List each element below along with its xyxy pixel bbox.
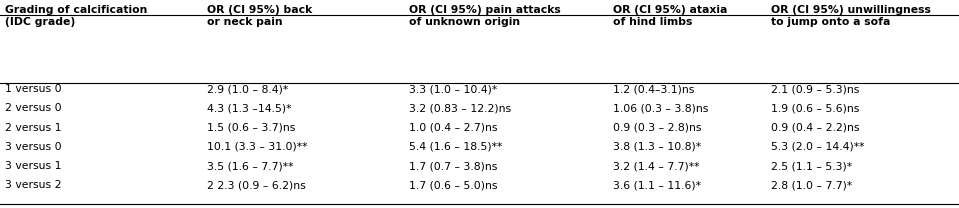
Text: 0.9 (0.3 – 2.8)ns: 0.9 (0.3 – 2.8)ns	[613, 123, 701, 133]
Text: 2 2.3 (0.9 – 6.2)ns: 2 2.3 (0.9 – 6.2)ns	[207, 180, 306, 191]
Text: Grading of calcification
(IDC grade): Grading of calcification (IDC grade)	[5, 5, 147, 27]
Text: 3 versus 0: 3 versus 0	[5, 142, 61, 152]
Text: 3 versus 1: 3 versus 1	[5, 161, 61, 171]
Text: OR (CI 95%) back
or neck pain: OR (CI 95%) back or neck pain	[207, 5, 313, 27]
Text: 3.6 (1.1 – 11.6)*: 3.6 (1.1 – 11.6)*	[613, 180, 701, 191]
Text: 5.3 (2.0 – 14.4)**: 5.3 (2.0 – 14.4)**	[771, 142, 864, 152]
Text: 1.2 (0.4–3.1)ns: 1.2 (0.4–3.1)ns	[613, 84, 694, 94]
Text: 2.9 (1.0 – 8.4)*: 2.9 (1.0 – 8.4)*	[207, 84, 289, 94]
Text: 2 versus 1: 2 versus 1	[5, 123, 61, 133]
Text: 1.9 (0.6 – 5.6)ns: 1.9 (0.6 – 5.6)ns	[771, 104, 859, 114]
Text: 2.8 (1.0 – 7.7)*: 2.8 (1.0 – 7.7)*	[771, 180, 853, 191]
Text: 3 versus 2: 3 versus 2	[5, 180, 61, 191]
Text: 2 versus 0: 2 versus 0	[5, 104, 61, 114]
Text: 1.7 (0.7 – 3.8)ns: 1.7 (0.7 – 3.8)ns	[409, 161, 497, 171]
Text: 3.8 (1.3 – 10.8)*: 3.8 (1.3 – 10.8)*	[613, 142, 701, 152]
Text: 1 versus 0: 1 versus 0	[5, 84, 61, 94]
Text: 1.5 (0.6 – 3.7)ns: 1.5 (0.6 – 3.7)ns	[207, 123, 295, 133]
Text: 3.5 (1.6 – 7.7)**: 3.5 (1.6 – 7.7)**	[207, 161, 293, 171]
Text: 4.3 (1.3 –14.5)*: 4.3 (1.3 –14.5)*	[207, 104, 292, 114]
Text: 1.0 (0.4 – 2.7)ns: 1.0 (0.4 – 2.7)ns	[409, 123, 497, 133]
Text: 2.1 (0.9 – 5.3)ns: 2.1 (0.9 – 5.3)ns	[771, 84, 859, 94]
Text: 3.2 (1.4 – 7.7)**: 3.2 (1.4 – 7.7)**	[613, 161, 699, 171]
Text: 5.4 (1.6 – 18.5)**: 5.4 (1.6 – 18.5)**	[409, 142, 502, 152]
Text: 2.5 (1.1 – 5.3)*: 2.5 (1.1 – 5.3)*	[771, 161, 853, 171]
Text: 0.9 (0.4 – 2.2)ns: 0.9 (0.4 – 2.2)ns	[771, 123, 859, 133]
Text: OR (CI 95%) unwillingness
to jump onto a sofa: OR (CI 95%) unwillingness to jump onto a…	[771, 5, 931, 27]
Text: 3.3 (1.0 – 10.4)*: 3.3 (1.0 – 10.4)*	[409, 84, 497, 94]
Text: 3.2 (0.83 – 12.2)ns: 3.2 (0.83 – 12.2)ns	[409, 104, 510, 114]
Text: 1.06 (0.3 – 3.8)ns: 1.06 (0.3 – 3.8)ns	[613, 104, 708, 114]
Text: OR (CI 95%) ataxia
of hind limbs: OR (CI 95%) ataxia of hind limbs	[613, 5, 727, 27]
Text: OR (CI 95%) pain attacks
of unknown origin: OR (CI 95%) pain attacks of unknown orig…	[409, 5, 560, 27]
Text: 10.1 (3.3 – 31.0)**: 10.1 (3.3 – 31.0)**	[207, 142, 308, 152]
Text: 1.7 (0.6 – 5.0)ns: 1.7 (0.6 – 5.0)ns	[409, 180, 497, 191]
